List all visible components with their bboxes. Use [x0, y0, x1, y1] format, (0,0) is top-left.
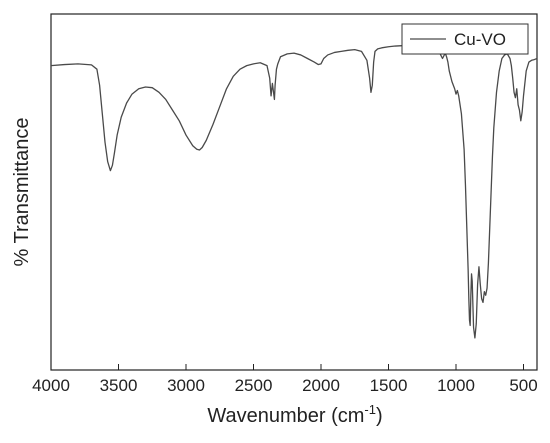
- y-axis-title: % Transmittance: [11, 118, 33, 267]
- x-axis-tick-labels: 4000 3500 3000 2500 2000 1500 1000 500: [32, 376, 538, 395]
- legend-label-cu-vo: Cu-VO: [454, 30, 506, 49]
- plot-frame: [50, 13, 538, 371]
- x-tick-label-4000: 4000: [32, 376, 70, 395]
- x-axis-title-superscript: -1: [364, 402, 376, 417]
- x-tick-label-2000: 2000: [302, 376, 340, 395]
- x-tick-label-3500: 3500: [100, 376, 138, 395]
- x-axis-title: Wavenumber (cm-1): [207, 402, 382, 427]
- x-tick-label-2500: 2500: [235, 376, 273, 395]
- x-tick-label-1500: 1500: [370, 376, 408, 395]
- legend: Cu-VO: [401, 23, 529, 55]
- x-axis-ticks: [50, 364, 524, 370]
- series-line-cu-vo: [50, 41, 538, 339]
- x-tick-label-3000: 3000: [167, 376, 205, 395]
- x-axis-title-suffix: ): [376, 405, 383, 427]
- x-tick-label-500: 500: [509, 376, 537, 395]
- x-tick-label-1000: 1000: [437, 376, 475, 395]
- x-axis-title-main: Wavenumber (cm: [207, 405, 364, 427]
